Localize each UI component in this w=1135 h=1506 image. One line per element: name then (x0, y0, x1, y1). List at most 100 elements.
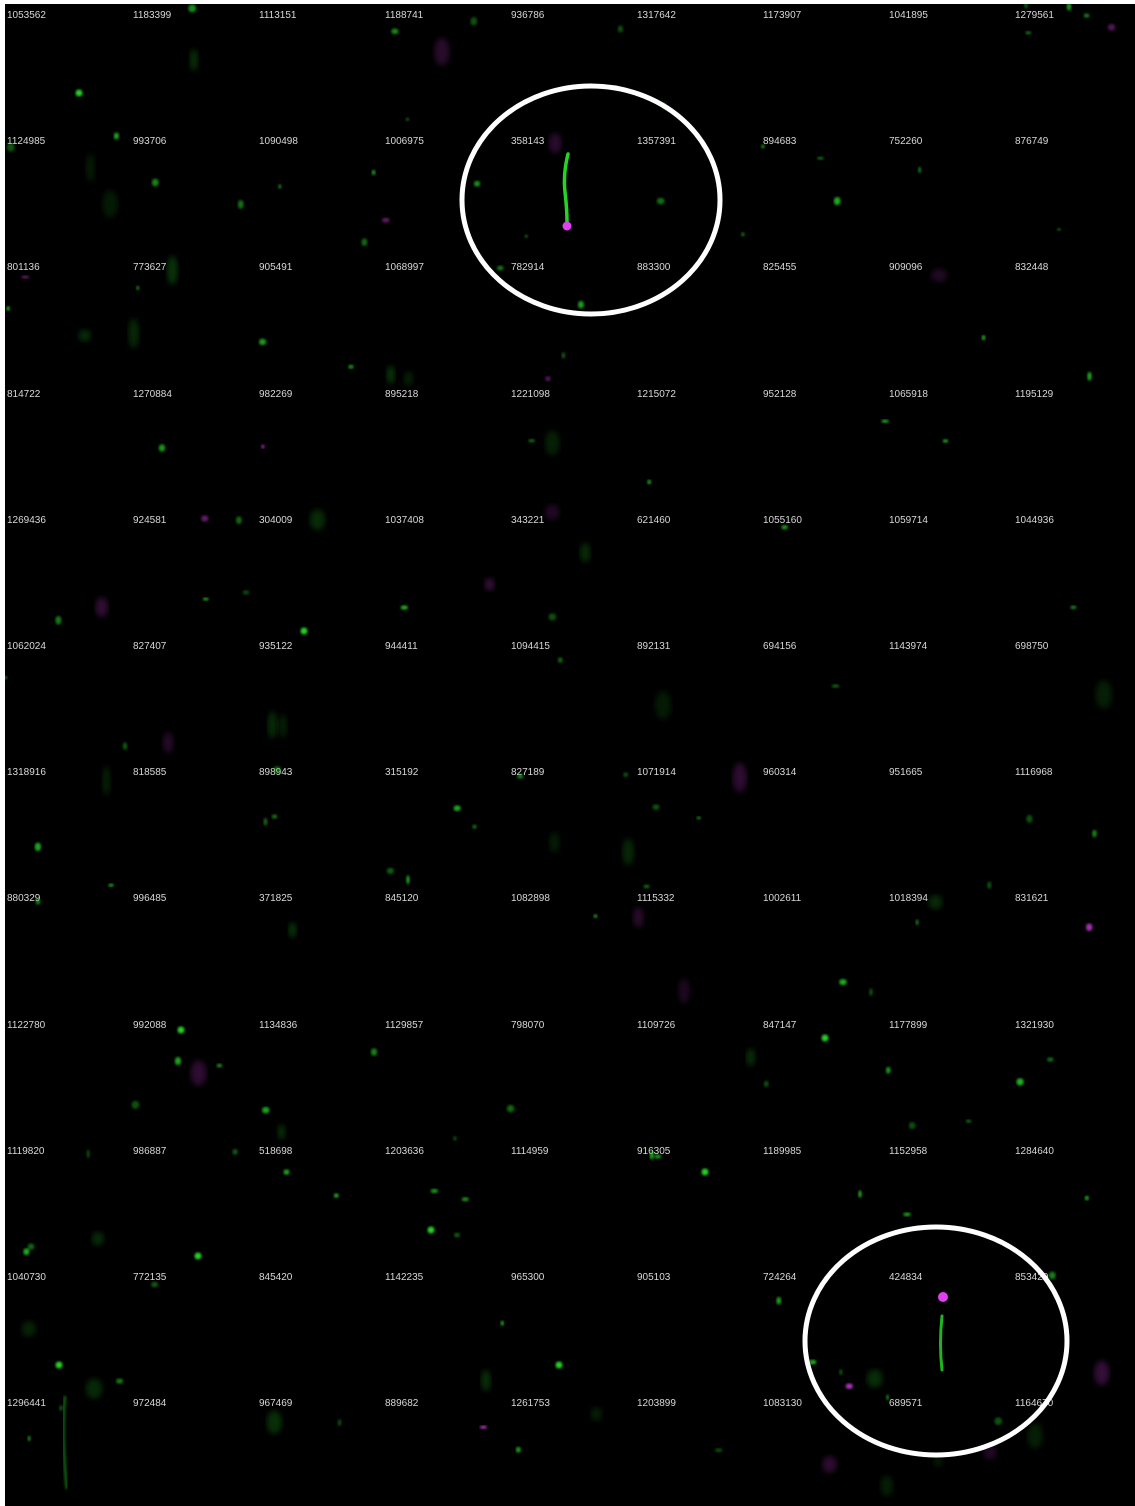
tile-label: 845120 (385, 893, 419, 905)
mosaic-tile: 944411 (383, 635, 508, 761)
tile-label: 909096 (889, 262, 923, 274)
tile-label: 343221 (511, 514, 545, 526)
mosaic-tile: 831621 (1013, 887, 1135, 1013)
mosaic-tile: 1269436 (5, 509, 130, 635)
tile-label: 772135 (133, 1272, 167, 1283)
tile-label: 1115332 (637, 893, 675, 905)
mosaic-tile: 883300 (635, 256, 760, 382)
mosaic-tile: 773627 (131, 256, 256, 382)
tile-label: 1083130 (763, 1398, 802, 1410)
mosaic-tile: 698750 (1013, 635, 1135, 761)
tile-label: 952128 (763, 388, 797, 400)
mosaic-tile: 1357391 (635, 130, 760, 256)
mosaic-tile: 845420 (257, 1266, 382, 1392)
mosaic-tile: 1203899 (635, 1392, 760, 1506)
tile-label: 1221098 (511, 388, 550, 400)
tile-label: 1270884 (133, 388, 172, 400)
mosaic-tile: 982269 (257, 383, 382, 509)
mosaic-tile: 1115332 (635, 887, 760, 1013)
mosaic-tile: 772135 (131, 1266, 256, 1392)
mosaic-tile: 1296441 (5, 1392, 130, 1506)
tile-label: 1062024 (7, 641, 46, 652)
mosaic-tile: 621460 (635, 509, 760, 635)
mosaic-tile: 1203636 (383, 1140, 508, 1266)
mosaic-tile: 752260 (887, 130, 1012, 256)
mosaic-tile: 1040730 (5, 1266, 130, 1392)
mosaic-tile: 1318916 (5, 761, 130, 887)
tile-label: 1296441 (7, 1398, 46, 1410)
mosaic-tile: 1261753 (509, 1392, 634, 1506)
mosaic-tile: 827189 (509, 761, 634, 887)
mosaic-tile: 1006975 (383, 130, 508, 256)
mosaic-tile: 1143974 (887, 635, 1012, 761)
tile-label: 1090498 (259, 136, 298, 148)
tile-label: 986887 (133, 1145, 167, 1157)
mosaic-tile: 1002611 (761, 887, 886, 1013)
mosaic-tile: 909096 (887, 256, 1012, 382)
tile-label: 1183399 (133, 10, 172, 21)
tile-label: 1124985 (7, 136, 46, 148)
mosaic-tile: 1215072 (635, 383, 760, 509)
mosaic-tile: 1041895 (887, 4, 1012, 130)
mosaic-tile: 895218 (383, 383, 508, 509)
mosaic-tile: 1109726 (635, 1014, 760, 1140)
mosaic-tile: 894683 (761, 130, 886, 256)
tile-label: 689571 (889, 1398, 923, 1410)
tile-label: 1071914 (637, 767, 676, 779)
tile-label: 853420 (1015, 1272, 1049, 1283)
tile-label: 518698 (259, 1145, 293, 1157)
mosaic-tile: 358143 (509, 130, 634, 256)
tile-label: 916305 (637, 1145, 671, 1157)
tile-label: 876749 (1015, 136, 1049, 148)
tile-label: 993706 (133, 136, 167, 148)
tile-label: 935122 (259, 641, 293, 652)
tile-label: 889682 (385, 1398, 419, 1410)
mosaic-tile: 1317642 (635, 4, 760, 130)
mosaic-tile: 782914 (509, 256, 634, 382)
mosaic-tile: 825455 (761, 256, 886, 382)
tile-label: 694156 (763, 641, 797, 652)
tile-label: 773627 (133, 262, 167, 274)
mosaic-tile: 1037408 (383, 509, 508, 635)
mosaic-tile: 967469 (257, 1392, 382, 1506)
mosaic-tile: 1122780 (5, 1014, 130, 1140)
tile-label: 1068997 (385, 262, 424, 274)
tile-label: 424834 (889, 1272, 923, 1283)
tile-label: 752260 (889, 136, 923, 148)
tile-label: 960314 (763, 767, 797, 779)
mosaic-tile: 1221098 (509, 383, 634, 509)
mosaic-tile: 1018394 (887, 887, 1012, 1013)
mosaic-tile: 1124985 (5, 130, 130, 256)
mosaic-tile: 924581 (131, 509, 256, 635)
mosaic-tile: 845120 (383, 887, 508, 1013)
mosaic-tile: 1189985 (761, 1140, 886, 1266)
tile-label: 982269 (259, 388, 293, 400)
mosaic-tile: 724264 (761, 1266, 886, 1392)
tile-label: 798070 (511, 1019, 545, 1031)
mosaic-tile: 1068997 (383, 256, 508, 382)
tile-label: 1006975 (385, 136, 424, 148)
image-mosaic: 1053562 1183399 1113151 1188741 936786 131764… (5, 4, 1135, 1506)
tile-label: 1269436 (7, 514, 46, 526)
mosaic-tile: 992088 (131, 1014, 256, 1140)
mosaic-tile: 916305 (635, 1140, 760, 1266)
mosaic-tile: 518698 (257, 1140, 382, 1266)
tile-label: 972484 (133, 1398, 167, 1410)
tile-label: 1044936 (1015, 514, 1054, 526)
tile-label: 1164670 (1015, 1398, 1054, 1410)
mosaic-tile: 935122 (257, 635, 382, 761)
tile-label: 1041895 (889, 10, 928, 21)
tile-label: 898943 (259, 767, 293, 779)
mosaic-tile: 1270884 (131, 383, 256, 509)
mosaic-tile: 1094415 (509, 635, 634, 761)
tile-label: 1113151 (259, 10, 297, 21)
tile-label: 1215072 (637, 388, 676, 400)
mosaic-tile: 952128 (761, 383, 886, 509)
mosaic-tile: 876749 (1013, 130, 1135, 256)
mosaic-tile: 853420 (1013, 1266, 1135, 1392)
tile-label: 1129857 (385, 1019, 424, 1031)
tile-label: 827407 (133, 641, 167, 652)
mosaic-tile: 1164670 (1013, 1392, 1135, 1506)
tile-label: 895218 (385, 388, 419, 400)
mosaic-tile: 1119820 (5, 1140, 130, 1266)
